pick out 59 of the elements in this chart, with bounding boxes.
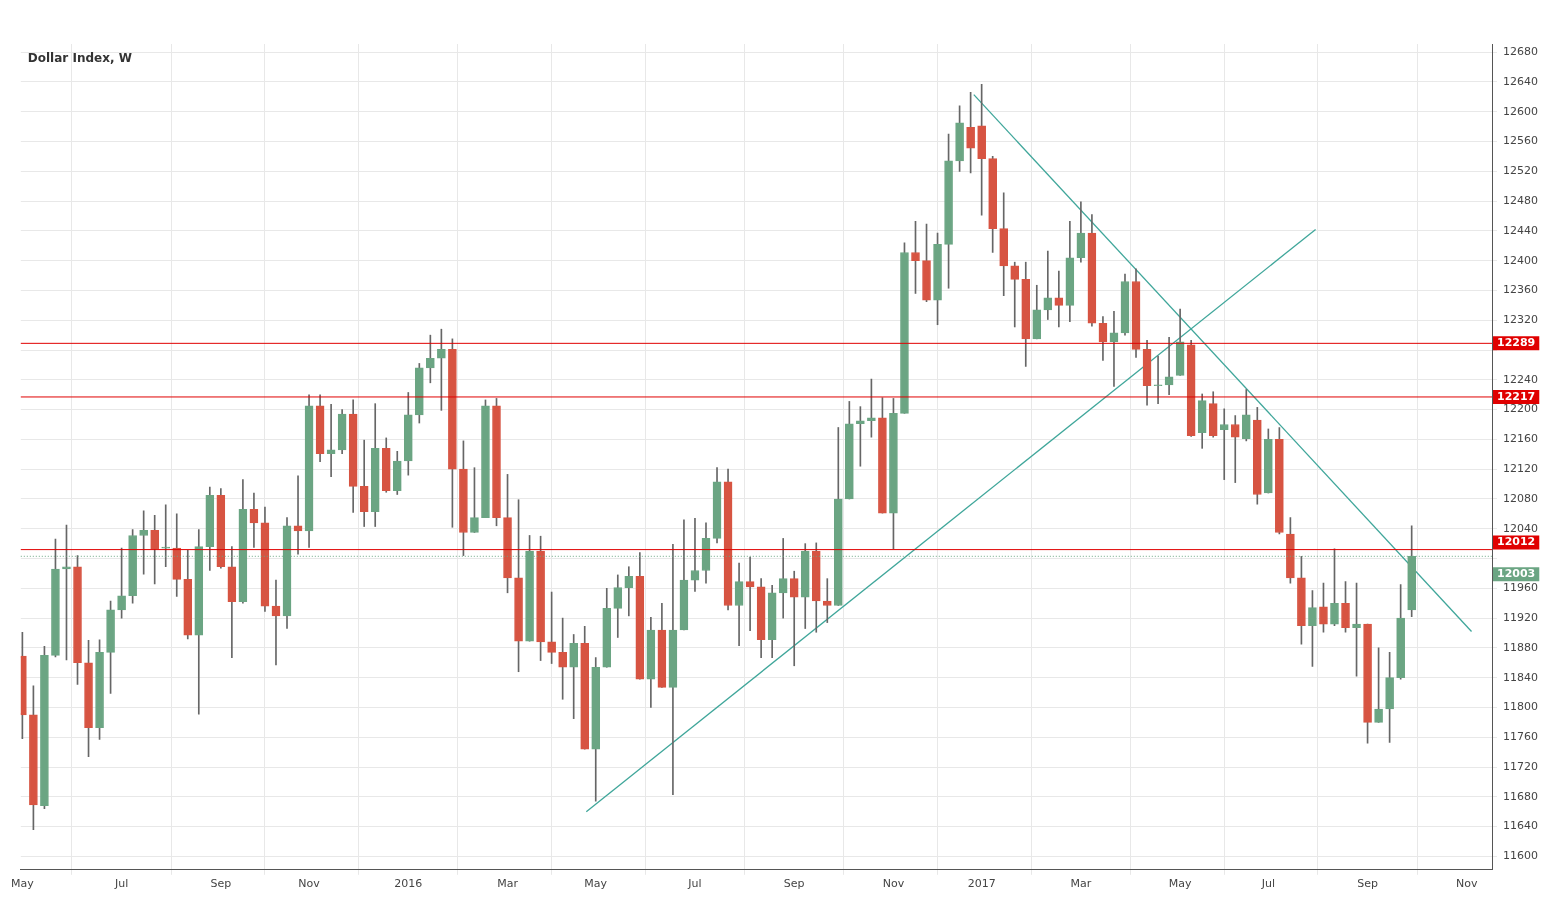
y-tick-label: 12360 — [1503, 283, 1539, 297]
y-tick-label: 12160 — [1503, 432, 1539, 446]
x-tick-label: Nov — [1456, 877, 1479, 891]
candlestick — [1153, 355, 1163, 404]
y-tick-label: 12120 — [1503, 462, 1539, 476]
candlestick — [745, 556, 755, 632]
y-tick-label: 11960 — [1503, 581, 1539, 595]
y-tick-label: 11680 — [1503, 789, 1539, 803]
x-tick-label: Sep — [210, 877, 232, 891]
y-tick-label: 12480 — [1503, 193, 1539, 207]
x-tick-label: 2017 — [967, 877, 996, 891]
y-tick-label: 12400 — [1503, 253, 1539, 267]
ref-line-label: 12003 — [1497, 567, 1536, 581]
text: Dollar Index, W — [27, 51, 132, 66]
y-tick-label: 12080 — [1503, 491, 1539, 505]
y-tick-label: 11600 — [1503, 849, 1539, 863]
ref-line-label: 12289 — [1497, 336, 1536, 350]
y-tick-label: 12240 — [1503, 372, 1539, 386]
y-tick-label: 11840 — [1503, 670, 1539, 684]
ref-line-label: 12217 — [1497, 389, 1536, 403]
x-tick-label: Sep — [1357, 877, 1378, 891]
y-tick-label: 12640 — [1503, 74, 1539, 88]
x-tick-label: May — [584, 877, 608, 891]
y-tick-label: 12320 — [1503, 313, 1539, 327]
y-tick-label: 12680 — [1503, 45, 1539, 59]
y-tick-label: 12520 — [1503, 164, 1539, 178]
y-tick-label: 11720 — [1503, 759, 1539, 773]
x-tick-label: Mar — [497, 877, 519, 891]
candlestick — [326, 404, 336, 477]
x-tick-label: Jul — [687, 877, 702, 891]
candlestick — [789, 570, 799, 667]
x-tick-label: Jul — [1260, 877, 1275, 891]
x-tick-label: May — [1168, 877, 1192, 891]
candlestick — [1010, 261, 1020, 328]
candlestick — [249, 492, 259, 548]
y-tick-label: 12600 — [1503, 104, 1539, 118]
y-tick-label: 11760 — [1503, 730, 1539, 744]
x-tick-label: Nov — [298, 877, 321, 891]
candlestick — [293, 475, 303, 555]
y-tick-label: 11880 — [1503, 640, 1539, 654]
x-tick-label: Nov — [882, 877, 905, 891]
y-tick-label: 11640 — [1503, 819, 1539, 833]
candlestick — [1230, 415, 1240, 483]
x-tick-label: May — [11, 877, 35, 891]
x-tick-label: Jul — [113, 877, 129, 891]
y-tick-label: 11800 — [1503, 700, 1539, 714]
candlestick — [1219, 408, 1229, 480]
y-tick-label: 12040 — [1503, 521, 1539, 535]
candlestick — [822, 578, 832, 623]
candlestick — [1043, 250, 1053, 320]
y-tick-label: 12560 — [1503, 134, 1539, 148]
candlestick — [624, 566, 634, 617]
ref-line-label: 12012 — [1497, 535, 1536, 549]
y-tick-label: 12200 — [1503, 402, 1539, 416]
y-tick-label: 11920 — [1503, 610, 1539, 624]
y-tick-label: 12440 — [1503, 223, 1539, 237]
x-tick-label: 2016 — [394, 877, 423, 891]
x-tick-label: Mar — [1070, 877, 1092, 891]
x-tick-label: Sep — [783, 877, 805, 891]
